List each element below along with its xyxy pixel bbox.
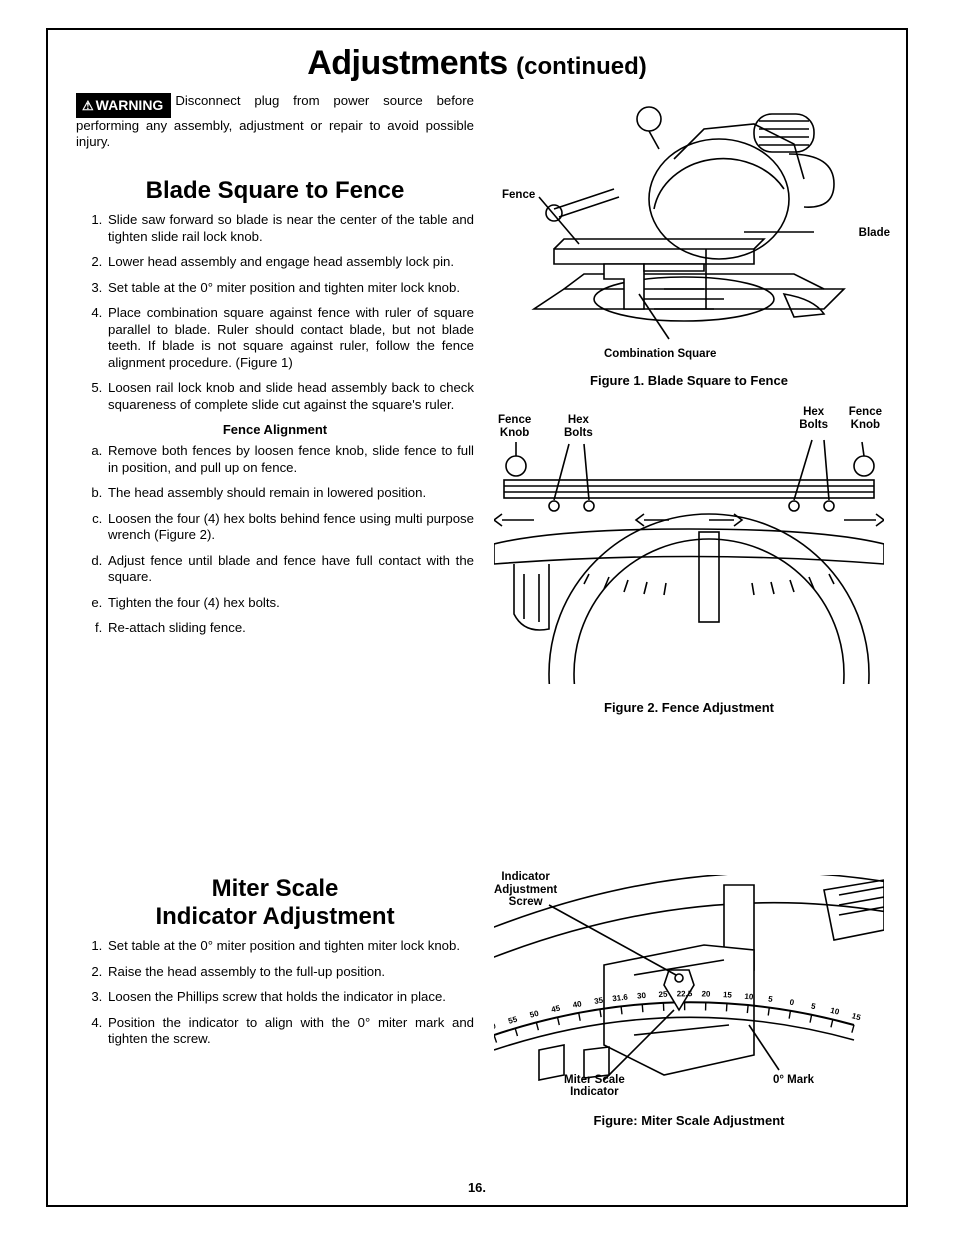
section-2-figure-col: Indicator Adjustment Screw Miter Scale I… <box>494 875 884 1128</box>
section-2-heading-l2: Indicator Adjustment <box>155 903 394 930</box>
fig3-label-zero: 0° Mark <box>773 1074 814 1087</box>
fig1-drawing <box>494 99 874 355</box>
fig1-label-blade: Blade <box>859 227 890 240</box>
fig2-drawing <box>494 414 884 684</box>
list-item: Loosen the four (4) hex bolts behind fen… <box>106 511 474 544</box>
section-1-text-col: ⚠WARNINGDisconnect plug from power sourc… <box>76 93 474 715</box>
svg-text:15: 15 <box>723 990 733 1000</box>
fig3-label-ias: Indicator Adjustment Screw <box>494 871 557 909</box>
list-item: The head assembly should remain in lower… <box>106 485 474 502</box>
fig2-label-hex-bolts-l: Hex Bolts <box>564 414 593 439</box>
fence-alignment-heading: Fence Alignment <box>76 422 474 437</box>
title-continued: (continued) <box>516 53 647 80</box>
figure-2: Fence Knob Hex Bolts Hex Bolts Fence Kno… <box>494 414 884 694</box>
svg-text:5: 5 <box>810 1002 817 1012</box>
warning-badge-text: WARNING <box>96 97 164 113</box>
list-item: Position the indicator to align with the… <box>106 1015 474 1048</box>
list-item: Place combination square against fence w… <box>106 305 474 371</box>
fig1-label-fence: Fence <box>502 189 535 202</box>
warning-paragraph: ⚠WARNINGDisconnect plug from power sourc… <box>76 93 474 151</box>
list-item: Slide saw forward so blade is near the c… <box>106 212 474 245</box>
svg-text:22.5: 22.5 <box>677 989 693 998</box>
fig2-label-hex-bolts-r: Hex Bolts <box>799 406 828 431</box>
fig2-label-fence-knob-r: Fence Knob <box>849 406 882 431</box>
svg-text:60: 60 <box>494 1021 497 1033</box>
svg-text:15: 15 <box>851 1011 863 1022</box>
section-1-heading: Blade Square to Fence <box>76 177 474 205</box>
svg-text:50: 50 <box>529 1009 540 1020</box>
svg-text:0: 0 <box>789 998 795 1008</box>
fig3-label-msi: Miter Scale Indicator <box>564 1074 625 1099</box>
list-item: Remove both fences by loosen fence knob,… <box>106 443 474 476</box>
page-frame: Adjustments (continued) ⚠WARNINGDisconne… <box>46 28 908 1207</box>
section-2-heading-l1: Miter Scale <box>212 875 339 902</box>
warning-badge: ⚠WARNING <box>76 93 171 118</box>
section-1-steps: Slide saw forward so blade is near the c… <box>76 212 474 413</box>
list-item: Set table at the 0° miter position and t… <box>106 280 474 297</box>
list-item: Tighten the four (4) hex bolts. <box>106 595 474 612</box>
fig2-caption: Figure 2. Fence Adjustment <box>494 700 884 715</box>
svg-text:10: 10 <box>829 1006 840 1017</box>
page-title: Adjustments (continued) <box>76 44 878 83</box>
svg-text:31.6: 31.6 <box>612 992 629 1003</box>
section-1-figure-col: Fence Blade Combination Square <box>494 93 884 715</box>
list-item: Lower head assembly and engage head asse… <box>106 254 474 271</box>
section-2-row: Miter Scale Indicator Adjustment Set tab… <box>76 875 878 1128</box>
page-number: 16. <box>48 1180 906 1195</box>
svg-text:30: 30 <box>637 991 647 1001</box>
list-item: Loosen the Phillips screw that holds the… <box>106 989 474 1006</box>
list-item: Adjust fence until blade and fence have … <box>106 553 474 586</box>
warning-triangle-icon: ⚠ <box>82 98 94 114</box>
list-item: Raise the head assembly to the full-up p… <box>106 964 474 981</box>
list-item: Loosen rail lock knob and slide head ass… <box>106 380 474 413</box>
svg-text:5: 5 <box>768 994 774 1004</box>
section-2-heading: Miter Scale Indicator Adjustment <box>76 875 474 930</box>
figure-1: Fence Blade Combination Square <box>494 99 884 367</box>
fig1-label-combo: Combination Square <box>604 348 716 361</box>
list-item: Set table at the 0° miter position and t… <box>106 938 474 955</box>
fence-alignment-steps: Remove both fences by loosen fence knob,… <box>76 443 474 637</box>
section-2-text-col: Miter Scale Indicator Adjustment Set tab… <box>76 875 474 1128</box>
title-main: Adjustments <box>307 44 507 82</box>
svg-text:20: 20 <box>701 989 711 998</box>
svg-text:35: 35 <box>594 996 605 1006</box>
list-item: Re-attach sliding fence. <box>106 620 474 637</box>
section-2-steps: Set table at the 0° miter position and t… <box>76 938 474 1048</box>
figure-3: Indicator Adjustment Screw Miter Scale I… <box>494 875 884 1111</box>
svg-text:40: 40 <box>572 999 583 1010</box>
svg-text:10: 10 <box>744 992 754 1002</box>
svg-text:25: 25 <box>658 990 668 999</box>
svg-text:45: 45 <box>550 1003 561 1014</box>
fig1-caption: Figure 1. Blade Square to Fence <box>494 373 884 388</box>
svg-text:55: 55 <box>507 1014 519 1025</box>
fig2-label-fence-knob-l: Fence Knob <box>498 414 531 439</box>
section-gap <box>76 715 878 875</box>
fig3-caption: Figure: Miter Scale Adjustment <box>494 1113 884 1128</box>
section-1-row: ⚠WARNINGDisconnect plug from power sourc… <box>76 93 878 715</box>
